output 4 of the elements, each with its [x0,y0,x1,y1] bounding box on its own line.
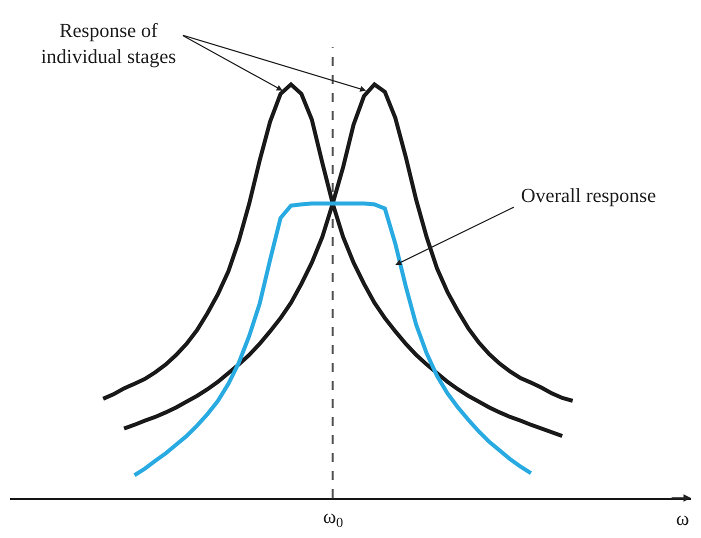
x-axis-title: ω [676,508,690,530]
text: ω$_{0}$ [323,506,344,532]
annotation: Overall response [521,185,656,207]
text: Response of individual stages [41,20,176,68]
